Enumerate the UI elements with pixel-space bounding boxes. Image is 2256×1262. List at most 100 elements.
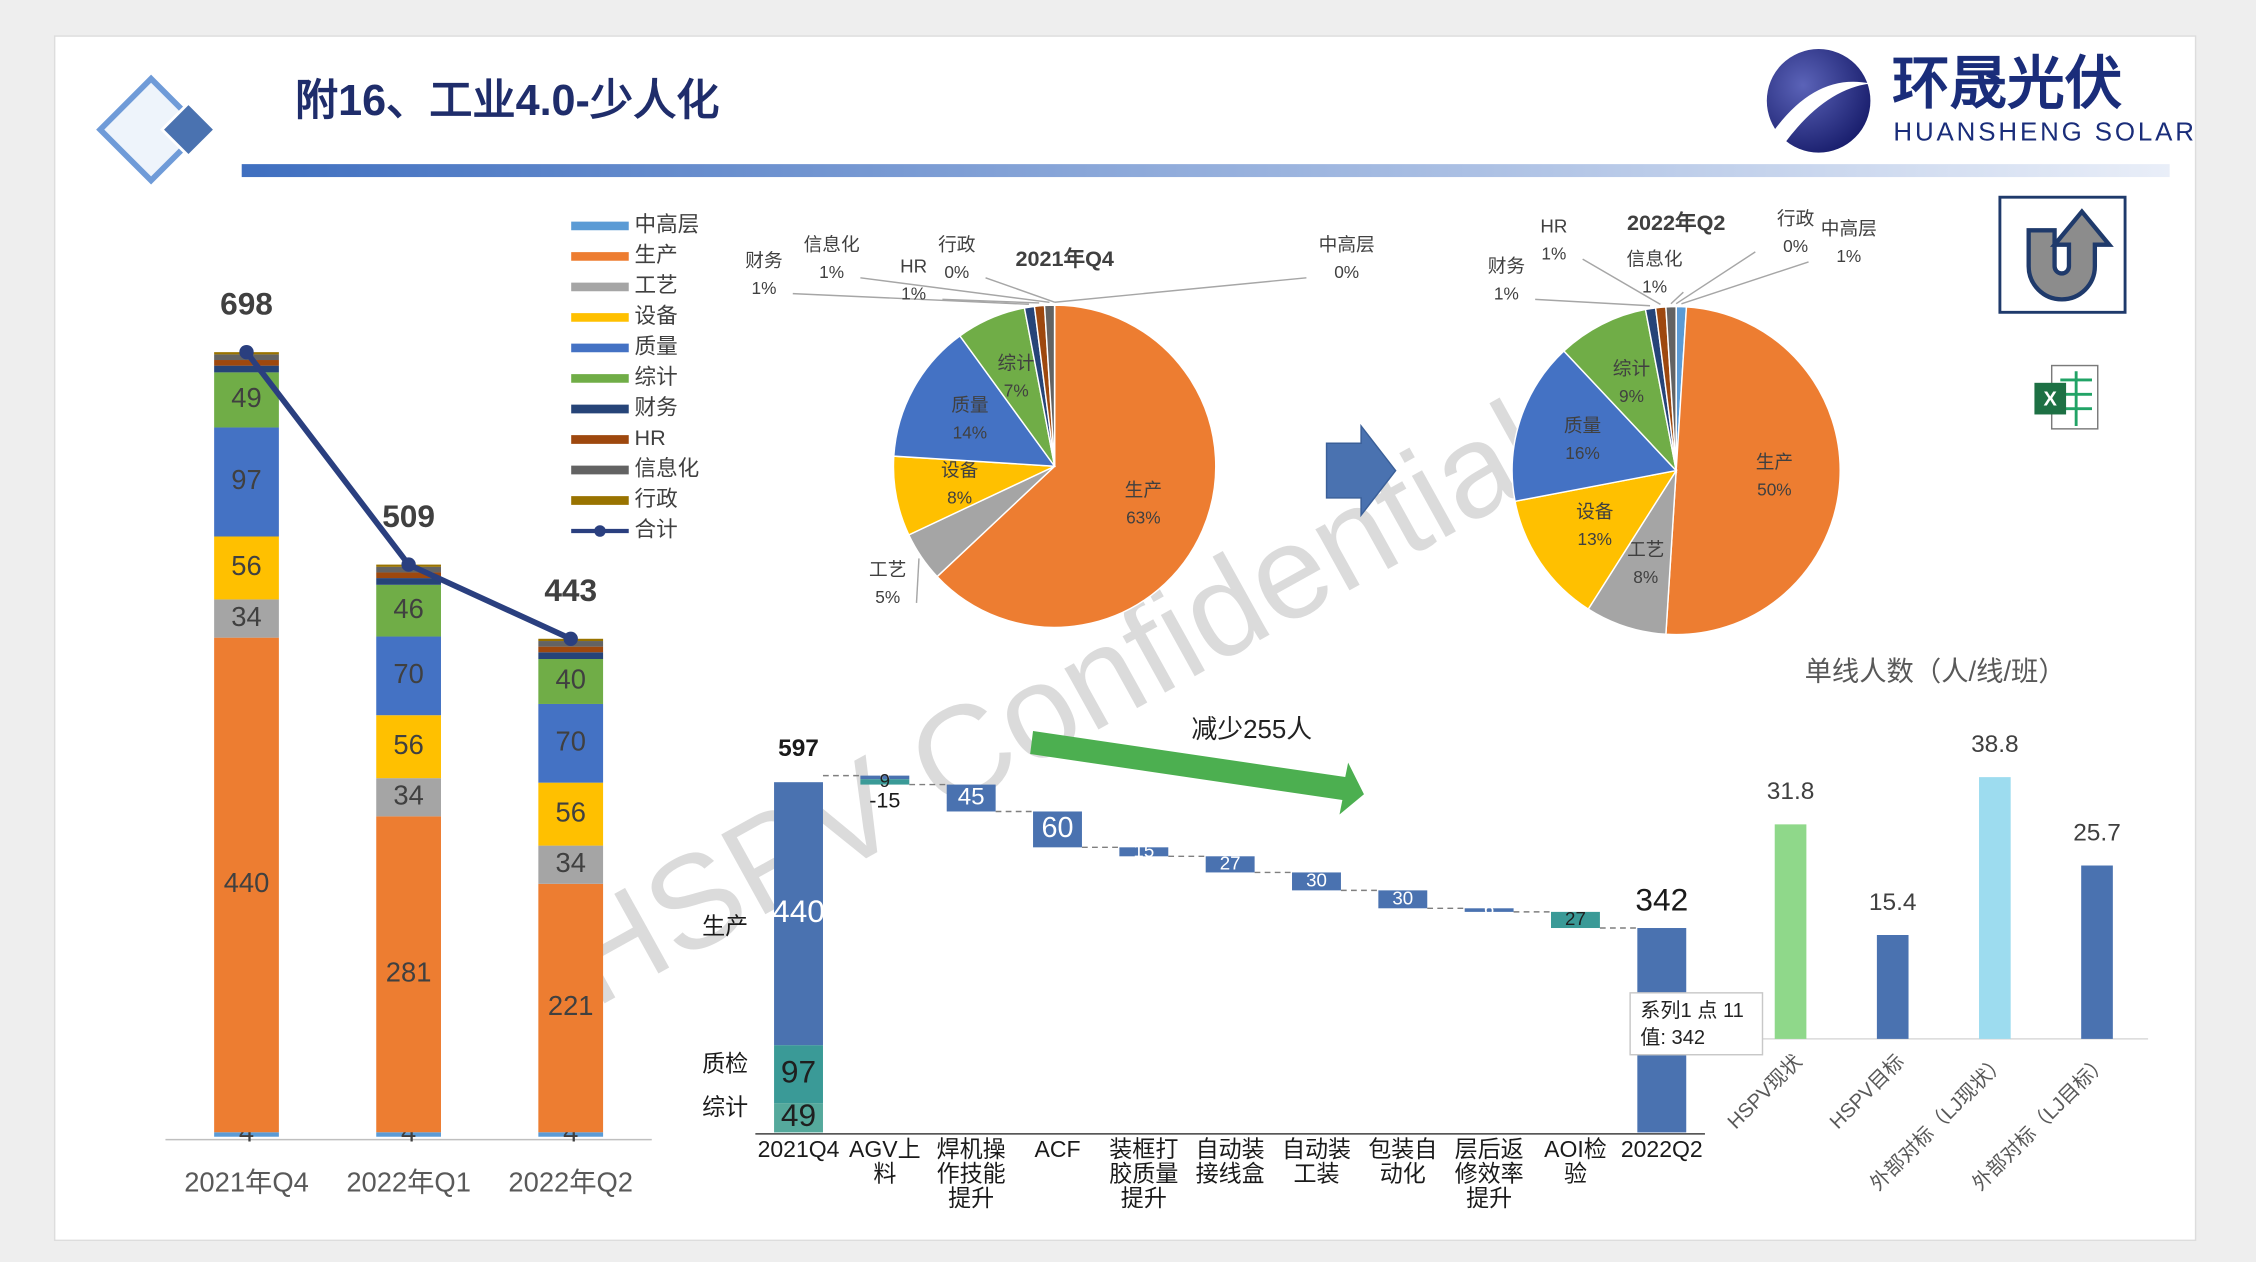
legend-label: 综计	[635, 364, 678, 389]
data-label: 31.8	[1767, 778, 1815, 805]
bar-segment	[376, 1132, 441, 1137]
bar-segment	[376, 816, 441, 1133]
slice-value: 16%	[1565, 443, 1600, 463]
bar	[1979, 777, 2011, 1039]
slice-value: 1%	[1642, 276, 1667, 296]
excel-icon[interactable]: X	[2034, 364, 2099, 430]
legend-label: 质量	[635, 334, 678, 359]
legend-label: 合计	[635, 517, 678, 542]
leader-line	[1670, 291, 1684, 305]
slice-label: 质量	[1564, 415, 1601, 436]
data-label: 221	[548, 990, 594, 1021]
bar-segment	[214, 427, 279, 537]
x-tick-label: 层后返修效率提升	[1455, 1136, 1524, 1211]
bar	[1774, 824, 1807, 1039]
slice-label: 行政	[1777, 208, 1815, 229]
data-label: 27	[1565, 908, 1586, 929]
step-segment	[1205, 856, 1255, 873]
total-segment	[774, 782, 823, 1046]
slice-value: 1%	[1494, 284, 1519, 304]
data-label: 97	[781, 1054, 816, 1090]
data-label: 70	[556, 726, 586, 757]
return-button[interactable]	[1998, 195, 2127, 314]
leader-line	[1681, 261, 1809, 305]
slice-value: 7%	[1004, 380, 1029, 400]
slide-title: 附16、工业4.0-少人化	[295, 77, 719, 125]
slice-label: HR	[1540, 215, 1567, 236]
slice-label: 中高层	[1319, 234, 1375, 255]
pie-slice	[1665, 306, 1841, 636]
slice-value: 0%	[1783, 236, 1808, 256]
total-label: 509	[382, 498, 435, 534]
bar-segment	[376, 715, 441, 779]
slice-value: 8%	[1633, 567, 1658, 587]
slice-label: 信息化	[804, 234, 860, 255]
leader-line	[1582, 258, 1661, 306]
svg-text:X: X	[2044, 388, 2058, 410]
bar-segment	[214, 536, 279, 600]
data-label: 40	[556, 664, 586, 695]
slice-value: 9%	[1619, 386, 1644, 406]
corner-logo	[96, 74, 217, 185]
slice-value: 0%	[944, 262, 969, 282]
slice-value: 0%	[1334, 262, 1359, 282]
series-label: 生产	[702, 913, 748, 939]
legend-label: HR	[635, 425, 666, 450]
bar-segment	[214, 1132, 279, 1137]
brand-name: 环晟光伏	[1892, 52, 2123, 116]
data-label: 25.7	[2073, 819, 2121, 846]
leader-line	[985, 277, 1055, 303]
data-label: 15.4	[1869, 889, 1917, 916]
slice-label: 中高层	[1821, 218, 1877, 239]
slice-label: 生产	[1756, 452, 1793, 473]
tooltip: 系列1 点 11 值: 342	[1629, 992, 1764, 1056]
slice-value: 1%	[1541, 243, 1566, 263]
bar-segment	[538, 883, 604, 1133]
bar	[2081, 865, 2113, 1039]
data-label: 30	[1392, 887, 1413, 908]
slice-value: 8%	[947, 487, 972, 507]
x-tick-label: 自动装接线盒	[1196, 1136, 1265, 1186]
legend-label: 中高层	[635, 212, 700, 237]
pie-slice	[936, 304, 1217, 629]
bar-segment	[214, 599, 279, 638]
x-tick-label: AOI检验	[1544, 1136, 1607, 1186]
pie-slice	[1514, 469, 1678, 611]
data-label: 9	[880, 770, 890, 791]
slice-value: 1%	[752, 278, 777, 298]
slice-value: 50%	[1757, 480, 1792, 500]
legend-label: 设备	[635, 303, 678, 328]
slice-label: 生产	[1125, 480, 1162, 501]
slice-label: 工艺	[869, 559, 906, 580]
slice-label: 信息化	[1627, 248, 1683, 269]
total-label: 698	[220, 285, 273, 321]
data-label: 56	[556, 796, 586, 827]
annotation: 减少255人	[1191, 715, 1312, 744]
transition-arrow	[1325, 423, 1397, 518]
legend-label: 工艺	[635, 273, 678, 298]
annotation-arrow	[1030, 730, 1364, 815]
slice-label: 质量	[951, 395, 988, 416]
data-label: 6	[880, 765, 890, 786]
bar-segment	[214, 360, 279, 366]
leader-line	[915, 558, 920, 603]
data-label: 49	[781, 1097, 816, 1133]
brand-subtitle: HUANSHENG SOLAR	[1893, 119, 2196, 147]
legend-marker	[594, 525, 606, 537]
bar-segment	[214, 637, 279, 1133]
bar-segment	[376, 778, 441, 817]
x-tick-label: 2021Q4	[758, 1136, 840, 1162]
step-segment	[946, 784, 996, 812]
legend-label: 生产	[635, 242, 678, 267]
legend-label: 信息化	[635, 456, 700, 481]
series-label: 质检	[702, 1051, 748, 1077]
slice-value: 63%	[1126, 508, 1161, 528]
slice-label: 设备	[941, 459, 979, 480]
slice-value: 14%	[953, 423, 988, 443]
x-tick-label: 2022Q2	[1621, 1136, 1703, 1162]
step-segment	[1378, 890, 1428, 909]
bar-segment	[538, 1132, 604, 1137]
slice-label: 设备	[1576, 501, 1614, 522]
title-underline	[241, 164, 2170, 178]
legend-label: 行政	[635, 486, 678, 511]
